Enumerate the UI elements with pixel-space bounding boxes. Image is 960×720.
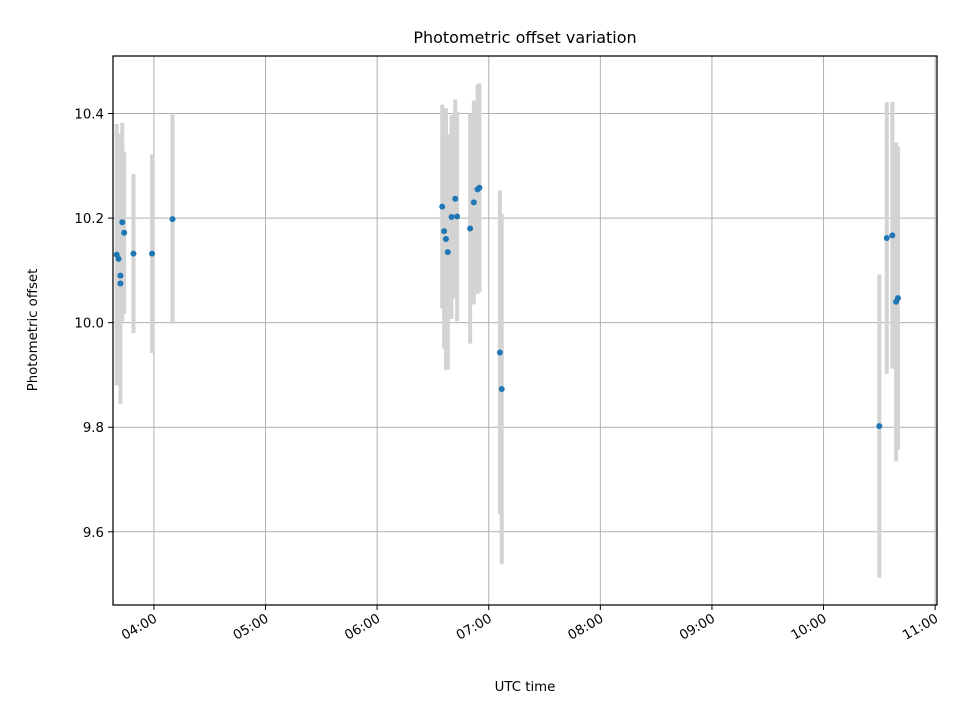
x-tick-label: 07:00 — [454, 611, 495, 643]
data-point — [894, 295, 901, 302]
x-tick-label: 11:00 — [900, 611, 941, 643]
data-point — [442, 236, 449, 242]
y-tick-label: 10.0 — [74, 317, 104, 332]
data-point — [121, 229, 128, 236]
y-tick-label: 10.2 — [74, 212, 104, 227]
data-point — [476, 184, 483, 191]
data-point — [889, 232, 896, 239]
data-point — [883, 234, 890, 241]
data-point — [149, 250, 156, 257]
data-point — [498, 386, 505, 393]
y-tick-label: 10.4 — [74, 108, 104, 123]
x-axis-label: UTC time — [495, 680, 556, 695]
data-point — [470, 199, 477, 206]
tick-layer: 04:00 05:00 06:00 07:00 08:00 09:00 10:00 11:00… — [74, 108, 941, 644]
x-tick-label: 10:00 — [789, 611, 830, 643]
x-tick-label: 08:00 — [566, 611, 607, 643]
data-point — [117, 272, 124, 279]
data-point — [441, 228, 448, 235]
y-tick-label: 9.8 — [83, 421, 104, 436]
data-point — [130, 250, 137, 257]
data-point — [467, 225, 474, 232]
x-tick-label: 09:00 — [677, 611, 718, 643]
data-point — [117, 280, 124, 287]
point-layer — [113, 184, 901, 430]
y-axis-label: Photometric offset — [26, 269, 41, 392]
data-point — [876, 423, 883, 430]
data-point — [119, 219, 126, 226]
x-tick-label: 04:00 — [119, 611, 160, 643]
data-point — [169, 216, 176, 223]
data-point — [444, 249, 451, 256]
data-point — [115, 255, 122, 262]
data-point — [454, 213, 461, 220]
x-tick-label: 05:00 — [231, 611, 272, 643]
data-point — [448, 214, 455, 221]
data-point — [439, 203, 446, 210]
data-point — [496, 349, 503, 356]
plot-frame — [112, 55, 938, 606]
y-tick-label: 9.6 — [83, 526, 104, 541]
errorbar-layer — [114, 83, 900, 578]
chart-title: Photometric offset variation — [413, 28, 636, 47]
x-tick-label: 06:00 — [342, 611, 383, 643]
data-point — [452, 195, 459, 202]
grid-layer — [113, 56, 937, 605]
